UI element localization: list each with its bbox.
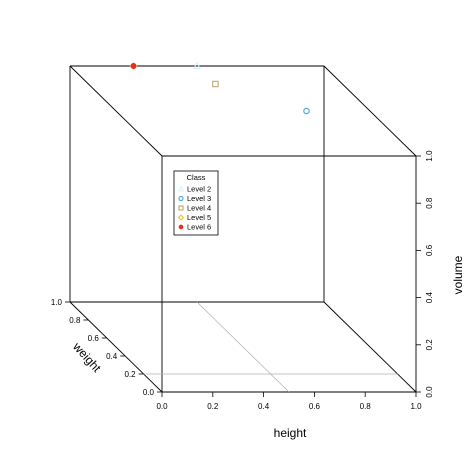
y-tick-label: 0.0 <box>143 388 155 397</box>
y-axis-label: weight <box>69 339 104 375</box>
legend-title: Class <box>187 173 206 182</box>
x-axis-ticks: 0.0 0.2 0.4 0.6 0.8 1.0 <box>156 392 422 411</box>
y-tick-label: 1.0 <box>51 298 63 307</box>
y-tick-label: 0.2 <box>124 370 136 379</box>
data-point <box>212 80 219 88</box>
box-edge <box>323 65 417 157</box>
y-tick-label: 0.6 <box>88 334 100 343</box>
legend-label: Level 4 <box>187 204 211 213</box>
y-axis-ticks: 0.0 0.2 0.4 0.6 0.8 1.0 <box>51 298 162 397</box>
legend-label: Level 3 <box>187 194 211 203</box>
legend-box <box>173 170 219 236</box>
legend-symbol <box>178 205 184 211</box>
z-tick-label: 0.8 <box>425 197 434 209</box>
z-axis-ticks: 0.0 0.2 0.4 0.6 0.8 1.0 <box>416 150 434 398</box>
z-tick-label: 1.0 <box>425 150 434 162</box>
x-tick-label: 0.0 <box>156 402 168 411</box>
data-point <box>303 107 310 115</box>
z-tick-label: 0.2 <box>425 339 434 351</box>
legend-symbol <box>178 195 184 202</box>
legend-symbol <box>178 224 184 230</box>
plot-box <box>69 65 417 393</box>
z-tick-label: 0.0 <box>425 386 434 398</box>
z-tick-label: 0.6 <box>425 244 434 256</box>
y-tick-label: 0.4 <box>106 352 118 361</box>
legend-symbol <box>177 214 185 221</box>
data-point <box>130 63 137 69</box>
data-point <box>192 61 202 70</box>
box-edge <box>69 65 163 157</box>
floor-guide-line <box>196 301 290 393</box>
legend-label: Level 5 <box>187 213 211 222</box>
y-tick-label: 0.8 <box>69 316 81 325</box>
box-edge <box>69 301 163 393</box>
data-points <box>129 61 310 115</box>
x-tick-label: 0.8 <box>360 402 372 411</box>
legend-label: Level 2 <box>187 185 211 194</box>
box-edge <box>323 301 417 393</box>
x-axis-label: height <box>274 426 307 440</box>
z-tick-label: 0.4 <box>425 291 434 303</box>
x-tick-label: 0.4 <box>258 402 270 411</box>
floor-guides <box>143 301 398 393</box>
z-axis-label: volume <box>451 255 465 294</box>
legend-symbol <box>177 185 185 192</box>
x-tick-label: 0.6 <box>309 402 321 411</box>
x-tick-label: 0.2 <box>207 402 219 411</box>
legend-label: Level 6 <box>187 223 211 232</box>
x-tick-label: 1.0 <box>410 402 422 411</box>
